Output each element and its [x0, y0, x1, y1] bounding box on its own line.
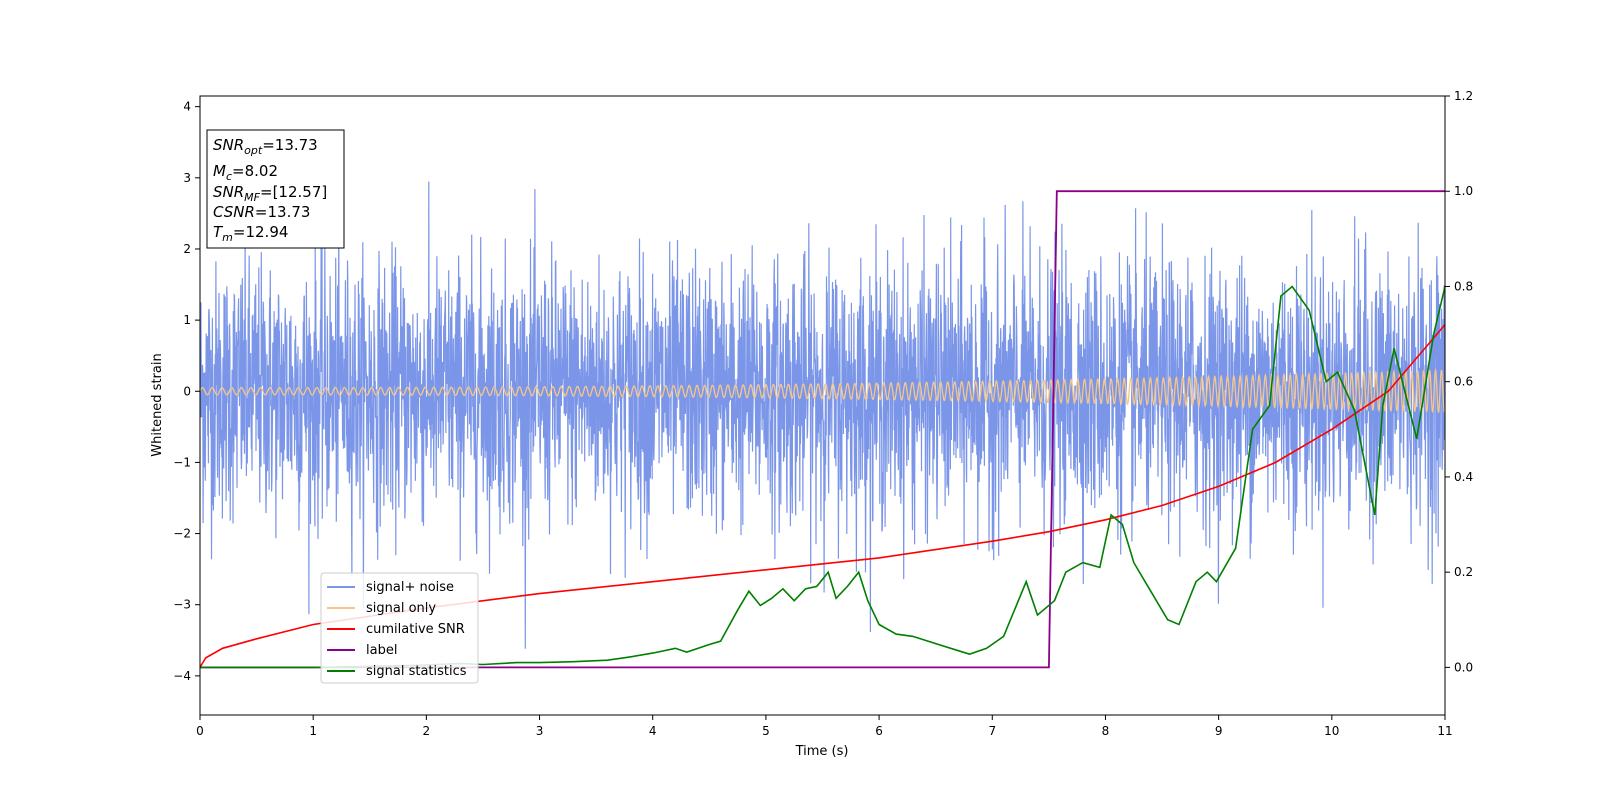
- y-right-tick-label: 0.0: [1454, 660, 1473, 674]
- legend: signal+ noise signal only cumilative SNR la…: [320, 572, 479, 684]
- legend-label: signal statistics: [366, 664, 467, 679]
- y-left-tick-label: 3: [183, 171, 191, 185]
- y-right-tick-label: 0.8: [1454, 279, 1473, 293]
- plot-frame: [199, 95, 1446, 716]
- y-left-tick-label: 1: [183, 313, 191, 327]
- legend-label: signal only: [366, 601, 436, 616]
- x-tick-label: 7: [988, 724, 996, 738]
- info-box-line: SNRMF=[12.57]: [213, 183, 327, 204]
- signal-plus-noise-series: [200, 181, 1445, 649]
- x-tick-label: 5: [762, 724, 770, 738]
- x-tick-label: 2: [423, 724, 431, 738]
- signal-only-line: [200, 367, 1445, 414]
- info-box: SNRopt=13.73 Mc=8.02SNRMF=[12.57]CSNR=13.…: [206, 129, 345, 249]
- x-tick-label: 11: [1437, 724, 1452, 738]
- legend-frame: [320, 572, 479, 684]
- y-right-tick-label: 1.2: [1454, 89, 1473, 103]
- legend-label: signal+ noise: [366, 580, 454, 595]
- x-tick-label: 8: [1102, 724, 1110, 738]
- y-left-tick-label: 0: [183, 384, 191, 398]
- y-right-tick-label: 1.0: [1454, 184, 1473, 198]
- y-right-tick-label: 0.2: [1454, 565, 1473, 579]
- label-line: [200, 190, 1445, 669]
- right-axis-series: [200, 190, 1445, 669]
- info-box-line: CSNR=13.73: [213, 203, 310, 221]
- info-box-line: SNRopt=13.73: [213, 136, 318, 157]
- x-tick-label: 10: [1324, 724, 1339, 738]
- x-tick-label: 0: [196, 724, 204, 738]
- cumulative-snr-line: [200, 324, 1445, 668]
- info-box-line: Mc=8.02: [213, 162, 278, 183]
- info-box-frame: [206, 129, 345, 249]
- axes: 0 1 2 3 4 5 6 7 8 9 10 11 −4 −3 −2 −1 0 1 2 3 4 0.0 0.2 0.4 0.6 0…: [173, 89, 1473, 738]
- y-right-tick-label: 0.4: [1454, 470, 1473, 484]
- signal-statistics-line: [200, 285, 1445, 669]
- y-axis-label: Whitened strain: [150, 353, 165, 456]
- y-left-tick-label: −3: [173, 598, 191, 612]
- y-left-tick-label: 4: [183, 100, 191, 114]
- info-box-line: Tm=12.94: [213, 223, 288, 244]
- y-left-tick-label: −4: [173, 669, 191, 683]
- x-tick-label: 3: [536, 724, 544, 738]
- legend-label: cumilative SNR: [366, 622, 465, 637]
- legend-label: label: [366, 643, 397, 658]
- y-left-tick-label: −2: [173, 527, 191, 541]
- y-right-tick-label: 0.6: [1454, 375, 1473, 389]
- signal-only-series: [200, 367, 1445, 414]
- y-left-tick-label: 2: [183, 242, 191, 256]
- x-tick-label: 6: [875, 724, 883, 738]
- x-tick-label: 9: [1215, 724, 1223, 738]
- x-axis-label: Time (s): [795, 744, 849, 759]
- x-tick-label: 4: [649, 724, 657, 738]
- x-tick-label: 1: [309, 724, 317, 738]
- y-left-tick-label: −1: [173, 455, 191, 469]
- signal-plus-noise-line: [200, 181, 1445, 649]
